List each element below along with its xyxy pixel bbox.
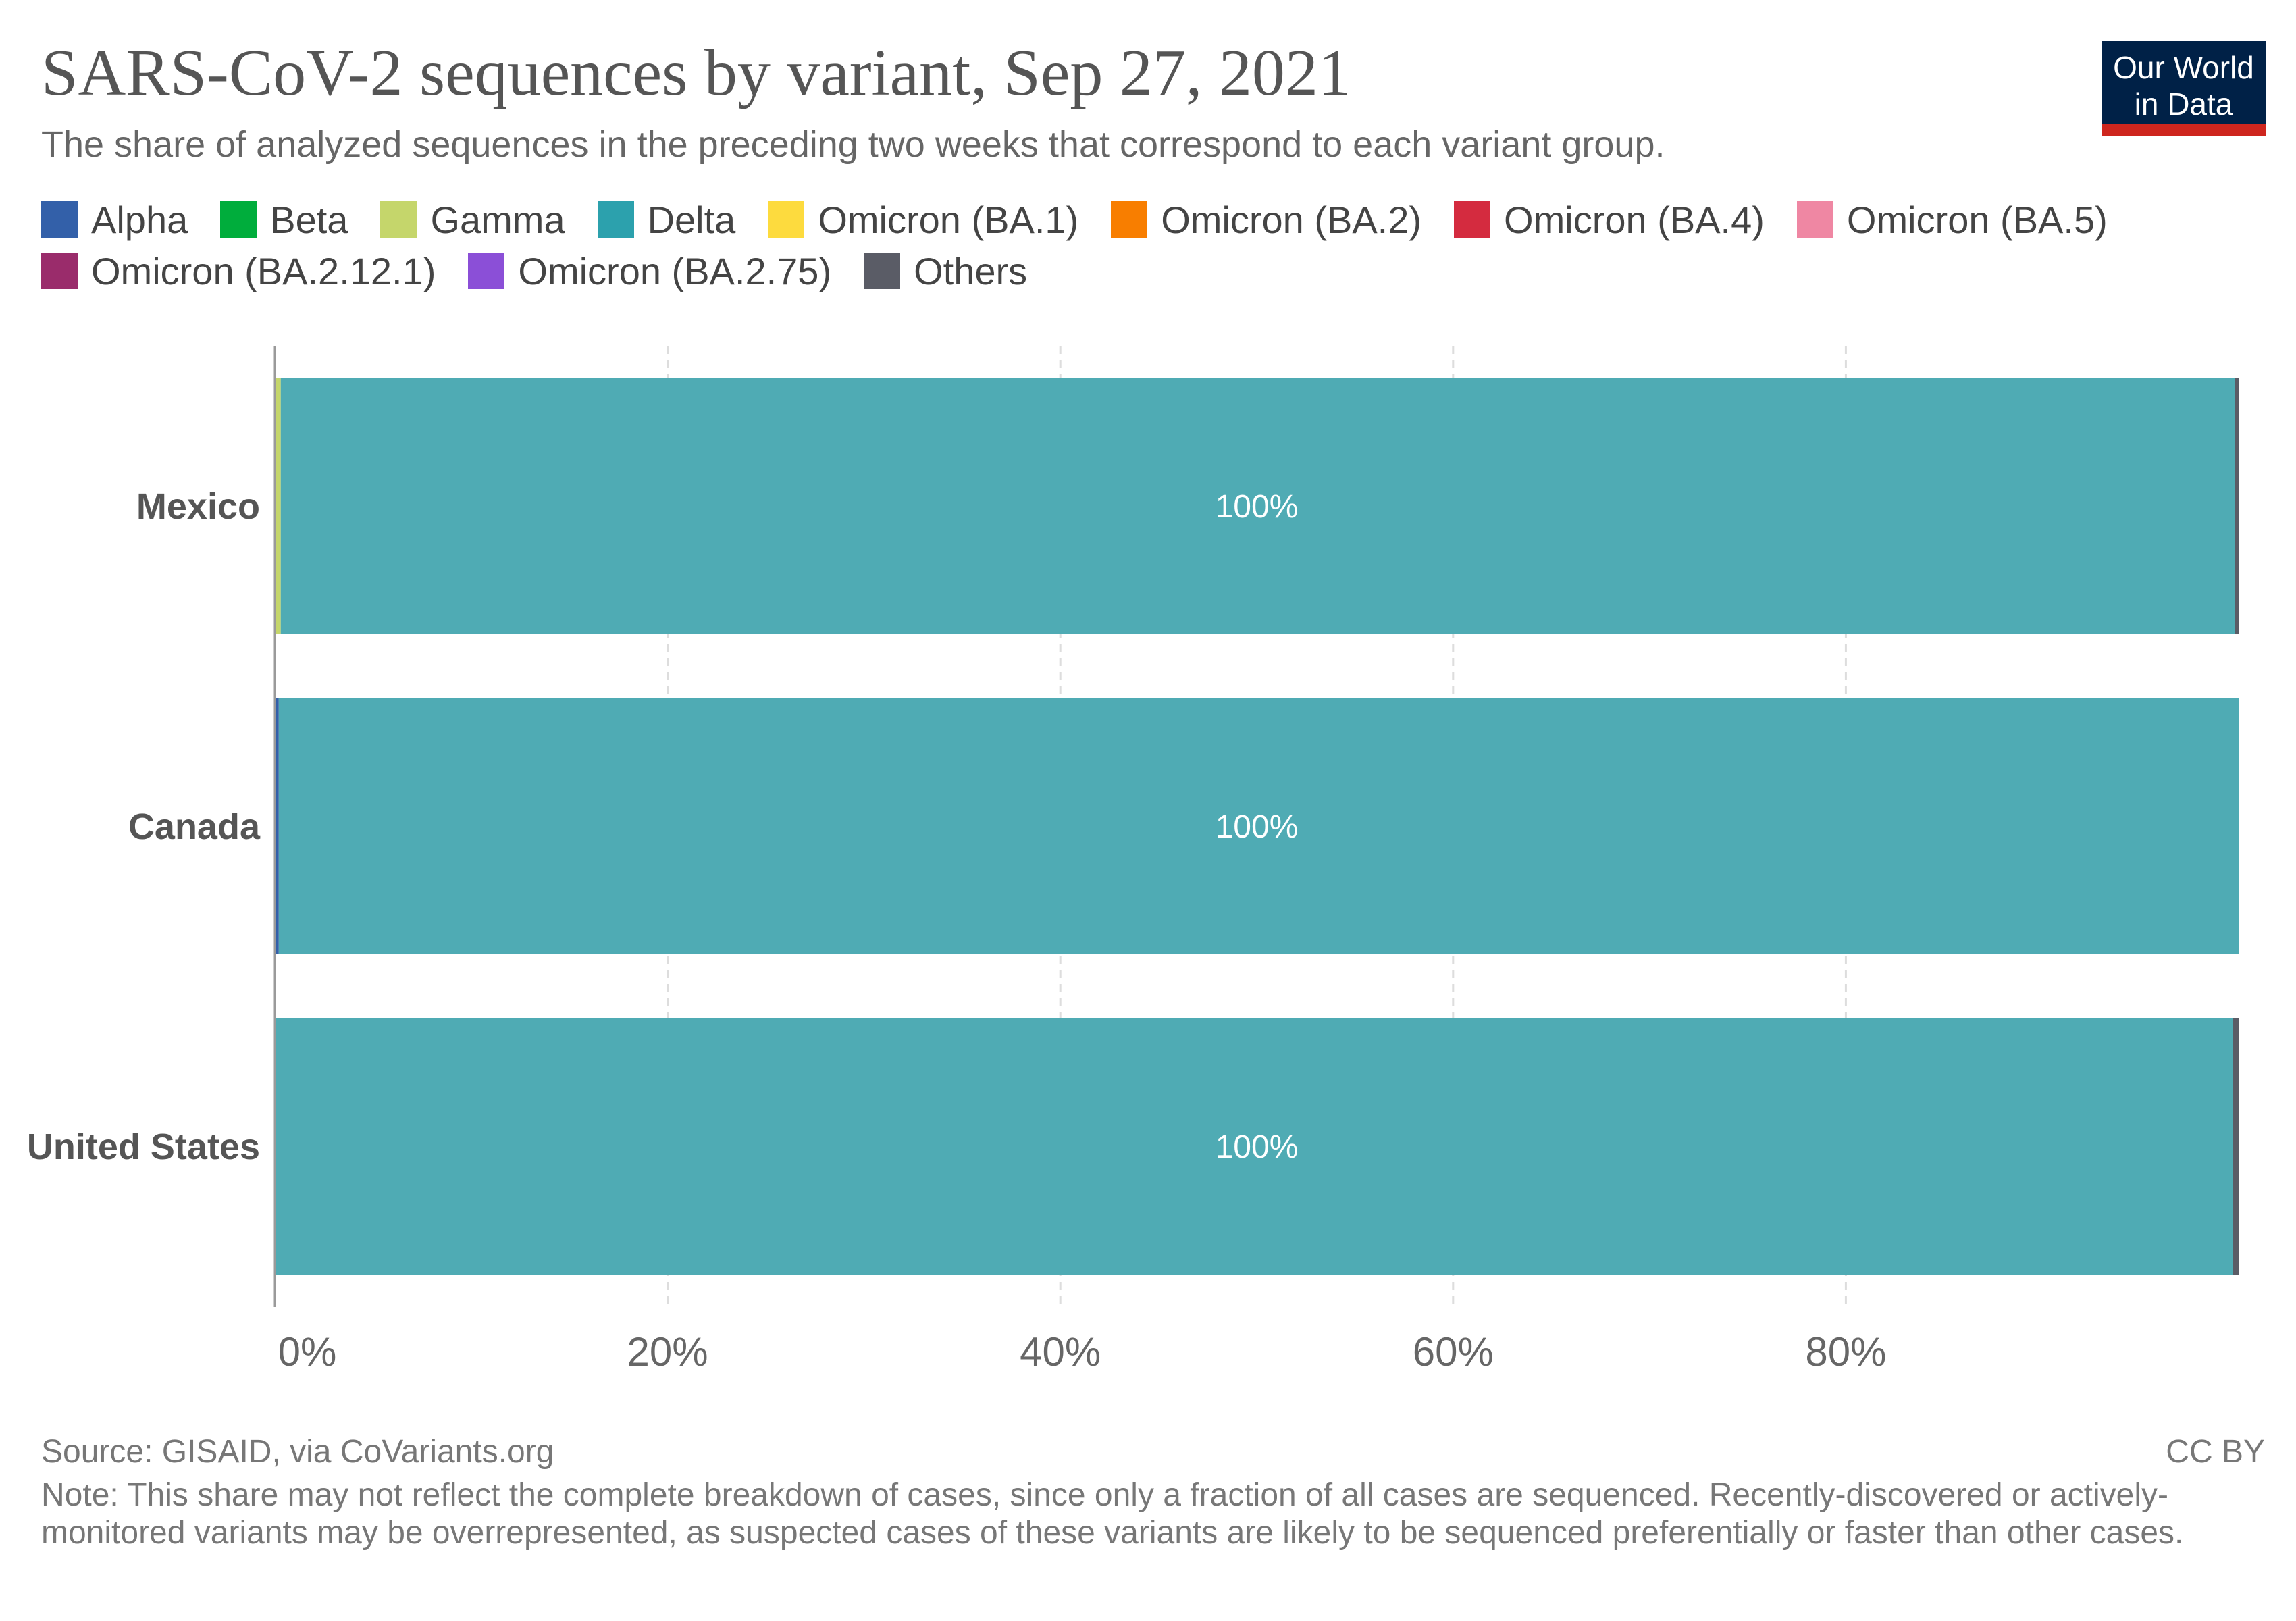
category-label: Mexico: [136, 486, 260, 527]
legend-swatch: [380, 201, 417, 238]
legend-swatch: [1111, 201, 1148, 238]
legend-label: Omicron (BA.2.12.1): [91, 249, 436, 292]
legend-label: Others: [914, 249, 1028, 292]
logo-accent-bar: [2102, 124, 2266, 136]
legend-item-gamma[interactable]: Gamma: [380, 199, 565, 241]
data-label: 100%: [1216, 489, 1299, 525]
license-link[interactable]: CC BY: [2166, 1434, 2265, 1470]
data-label: 100%: [1216, 809, 1299, 845]
legend-item-omicron-ba1[interactable]: Omicron (BA.1): [768, 199, 1078, 241]
legend-swatch: [41, 253, 78, 289]
legend-item-omicron-ba2-75[interactable]: Omicron (BA.2.75): [468, 250, 831, 292]
category-label: United States: [27, 1127, 260, 1167]
legend-label: Delta: [647, 198, 736, 241]
chart-subtitle: The share of analyzed sequences in the p…: [41, 124, 1665, 165]
legend-label: Omicron (BA.5): [1846, 198, 2108, 241]
owid-logo[interactable]: Our World in Data: [2102, 41, 2266, 136]
stacked-bar-chart: 0% 20% 40% 60% 80% Mexico 100% Canada 100% United…: [27, 346, 2239, 1374]
legend-swatch: [1454, 201, 1491, 238]
x-tick-label: 80%: [1805, 1329, 1886, 1374]
legend-swatch: [468, 253, 505, 289]
legend-label: Omicron (BA.2.75): [518, 249, 832, 292]
legend-item-delta[interactable]: Delta: [597, 199, 735, 241]
logo-line-2: in Data: [2134, 86, 2233, 122]
legend-label: Alpha: [91, 198, 188, 241]
legend-label: Omicron (BA.1): [818, 198, 1079, 241]
legend-item-beta[interactable]: Beta: [220, 199, 348, 241]
legend-label: Gamma: [430, 198, 565, 241]
bar-segment-delta: [275, 1018, 2233, 1275]
legend-swatch: [220, 201, 257, 238]
bar-segment-delta: [278, 698, 2239, 954]
bar-segment-alpha: [275, 698, 279, 954]
legend-item-omicron-ba2-12-1[interactable]: Omicron (BA.2.12.1): [41, 250, 436, 292]
legend-swatch: [864, 253, 901, 289]
legend-item-others[interactable]: Others: [864, 250, 1027, 292]
legend-swatch: [768, 201, 805, 238]
logo-line-1: Our World: [2113, 50, 2254, 85]
chart-note: Note: This share may not reflect the com…: [41, 1477, 2184, 1551]
source-text: Source: GISAID, via CoVariants.org: [41, 1434, 554, 1470]
legend-item-omicron-ba2[interactable]: Omicron (BA.2): [1111, 199, 1421, 241]
legend-item-omicron-ba4[interactable]: Omicron (BA.4): [1454, 199, 1765, 241]
bar-segment-delta: [280, 378, 2235, 634]
legend-swatch: [1796, 201, 1833, 238]
legend-label: Omicron (BA.4): [1504, 198, 1765, 241]
legend: Alpha Beta Gamma Delta Omicron (BA.1) Om…: [41, 199, 2243, 292]
chart-title: SARS-CoV-2 sequences by variant, Sep 27,…: [41, 36, 1351, 109]
x-tick-label: 0%: [278, 1329, 337, 1374]
legend-label: Omicron (BA.2): [1161, 198, 1422, 241]
x-tick-label: 40%: [1020, 1329, 1101, 1374]
legend-item-alpha[interactable]: Alpha: [41, 199, 188, 241]
legend-swatch: [597, 201, 634, 238]
bar-segment-others: [2235, 378, 2239, 634]
bar-segment-gamma: [275, 378, 281, 634]
category-label: Canada: [128, 806, 261, 847]
bar-segment-others: [2233, 1018, 2239, 1275]
x-tick-label: 20%: [627, 1329, 708, 1374]
x-tick-label: 60%: [1413, 1329, 1494, 1374]
legend-item-omicron-ba5[interactable]: Omicron (BA.5): [1796, 199, 2108, 241]
legend-label: Beta: [270, 198, 348, 241]
data-label: 100%: [1216, 1129, 1299, 1165]
legend-swatch: [41, 201, 78, 238]
